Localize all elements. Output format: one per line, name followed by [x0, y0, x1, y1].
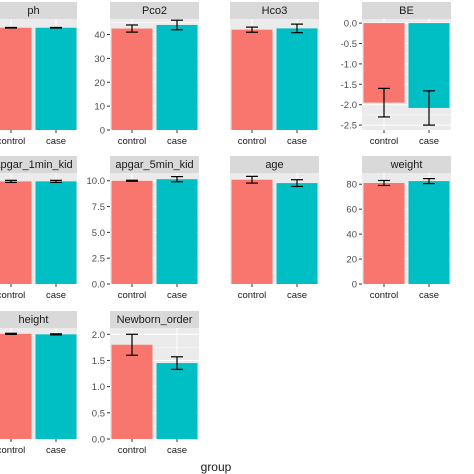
bar-control — [0, 27, 32, 130]
bar-case — [35, 334, 77, 439]
x-tick-label: case — [46, 136, 66, 147]
y-tick-label: 20 — [94, 78, 105, 89]
facet-strip — [230, 156, 319, 173]
y-tick-label: 0.5 — [92, 408, 105, 419]
facet-panel: age control case — [230, 156, 319, 301]
bar-case — [276, 28, 318, 131]
y-tick-label: -1.5 — [341, 80, 357, 91]
y-tick-label: 0 — [100, 126, 105, 137]
facet-panel: Hco3 control case — [230, 2, 319, 147]
facet-panel: weight control case 0 20 40 60 80 — [346, 156, 451, 301]
y-tick-label: 40 — [346, 230, 357, 241]
facet-panel: height control case — [0, 311, 77, 456]
bar-case — [276, 183, 318, 284]
x-tick-label: control — [370, 136, 399, 147]
x-tick-label: control — [118, 136, 147, 147]
y-tick-label: 40 — [94, 30, 105, 41]
bar-control — [363, 182, 405, 284]
y-tick-label: 10.0 — [87, 176, 106, 187]
facet-strip — [362, 2, 451, 19]
bar-case — [35, 27, 77, 130]
bar-control — [0, 333, 32, 439]
y-tick-label: 10 — [94, 102, 105, 113]
x-tick-label: case — [167, 136, 187, 147]
y-tick-label: 0 — [352, 280, 357, 291]
facet-title: weight — [390, 159, 423, 171]
y-tick-label: -1.0 — [341, 59, 357, 70]
x-tick-label: case — [167, 290, 187, 301]
facet-title: Hco3 — [262, 5, 288, 17]
facet-strip — [0, 311, 77, 328]
x-tick-label: case — [419, 290, 439, 301]
facet-title: height — [19, 314, 49, 326]
facet-strip — [110, 156, 199, 173]
x-tick-label: case — [287, 136, 307, 147]
y-tick-label: -0.5 — [341, 39, 357, 50]
x-tick-label: case — [46, 445, 66, 456]
x-tick-label: control — [238, 290, 267, 301]
facet-strip — [0, 2, 77, 19]
x-tick-label: control — [118, 290, 147, 301]
facet-strip — [230, 2, 319, 19]
bar-case — [156, 24, 198, 130]
x-tick-label: case — [419, 136, 439, 147]
y-tick-label: 0.0 — [344, 19, 357, 30]
bar-case — [408, 181, 450, 284]
y-tick-label: -2.5 — [341, 121, 357, 132]
bar-control — [111, 344, 153, 439]
x-tick-label: case — [46, 290, 66, 301]
bar-case — [156, 179, 198, 284]
facet-panel: Pco2 control case 0 10 20 30 40 — [94, 2, 199, 147]
y-tick-label: -2.0 — [341, 100, 357, 111]
y-tick-label: 60 — [346, 205, 357, 216]
x-axis-title: group — [201, 460, 232, 474]
facet-title: BE — [399, 5, 414, 17]
y-tick-label: 1.0 — [92, 382, 105, 393]
y-tick-label: 7.5 — [92, 202, 105, 213]
facet-panel: BE control case 0.0 -0.5 -1.0 -1.5 -2.0 -2.5 — [341, 2, 451, 147]
bar-control — [0, 181, 32, 284]
facet-title: Newborn_order — [117, 314, 193, 326]
y-tick-label: 2.0 — [92, 330, 105, 341]
facet-strip — [0, 156, 77, 173]
facet-strip — [110, 2, 199, 19]
facet-title: apgar_1min_kid — [0, 159, 73, 171]
facet-strip — [110, 311, 199, 328]
bar-control — [111, 28, 153, 131]
bar-case — [35, 181, 77, 284]
x-tick-label: case — [167, 445, 187, 456]
facet-strip — [362, 156, 451, 173]
y-tick-label: 5.0 — [92, 228, 105, 239]
bar-control — [231, 29, 273, 130]
bar-case — [156, 363, 198, 439]
bar-control — [111, 180, 153, 284]
y-tick-label: 0.0 — [92, 435, 105, 446]
y-tick-label: 30 — [94, 54, 105, 65]
bar-control — [231, 179, 273, 284]
y-tick-label: 80 — [346, 180, 357, 191]
y-tick-label: 2.5 — [92, 254, 105, 265]
y-tick-label: 1.5 — [92, 356, 105, 367]
x-tick-label: control — [370, 290, 399, 301]
facet-title: Pco2 — [142, 5, 167, 17]
x-tick-label: control — [0, 136, 25, 147]
x-tick-label: control — [238, 136, 267, 147]
x-tick-label: control — [0, 445, 25, 456]
y-tick-label: 20 — [346, 255, 357, 266]
facet-title: age — [265, 159, 283, 171]
facet-panel: ph control case — [0, 2, 77, 147]
facet-title: apgar_5min_kid — [115, 159, 193, 171]
x-tick-label: control — [0, 290, 25, 301]
facet-title: ph — [27, 5, 39, 17]
x-tick-label: case — [287, 290, 307, 301]
y-tick-label: 0.0 — [92, 280, 105, 291]
x-tick-label: control — [118, 445, 147, 456]
